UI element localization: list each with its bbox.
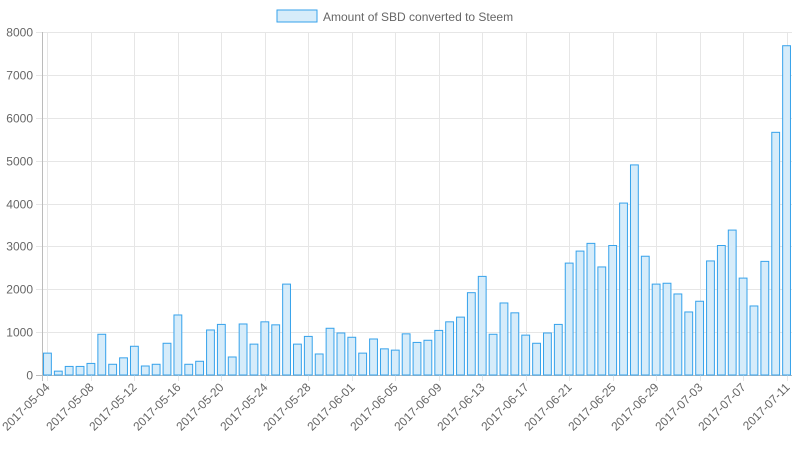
y-tick-label: 4000 bbox=[6, 198, 33, 212]
bar[interactable] bbox=[53, 370, 63, 376]
bar[interactable] bbox=[184, 363, 194, 376]
bar[interactable] bbox=[206, 329, 215, 376]
bar[interactable] bbox=[238, 323, 248, 376]
bar[interactable] bbox=[249, 343, 259, 376]
bar[interactable] bbox=[532, 342, 541, 376]
bar[interactable] bbox=[260, 321, 270, 376]
bar[interactable] bbox=[358, 352, 368, 376]
bar[interactable] bbox=[521, 334, 531, 376]
bar[interactable] bbox=[597, 266, 607, 376]
bar[interactable] bbox=[760, 260, 770, 376]
bar[interactable] bbox=[227, 356, 237, 376]
bar[interactable] bbox=[43, 352, 52, 376]
y-tick-label: 3000 bbox=[6, 240, 33, 254]
bar[interactable] bbox=[771, 131, 781, 376]
bar[interactable] bbox=[347, 336, 357, 376]
bar[interactable] bbox=[75, 365, 85, 376]
x-tick-label: 2017-07-11 bbox=[740, 380, 793, 433]
bar[interactable] bbox=[629, 164, 639, 376]
bar[interactable] bbox=[390, 349, 400, 376]
bars bbox=[43, 45, 791, 376]
bar[interactable] bbox=[727, 229, 737, 376]
bar[interactable] bbox=[271, 324, 281, 376]
bar[interactable] bbox=[640, 255, 650, 376]
bar[interactable] bbox=[738, 277, 748, 376]
bar[interactable] bbox=[325, 327, 335, 376]
bar[interactable] bbox=[586, 242, 596, 376]
bar[interactable] bbox=[553, 323, 563, 376]
bar[interactable] bbox=[499, 302, 509, 376]
bar[interactable] bbox=[651, 283, 661, 376]
bar[interactable] bbox=[151, 363, 161, 376]
bar[interactable] bbox=[684, 311, 694, 376]
bar[interactable] bbox=[619, 202, 628, 376]
bar[interactable] bbox=[782, 45, 791, 376]
y-tick-label: 2000 bbox=[6, 283, 33, 297]
bar[interactable] bbox=[173, 314, 183, 376]
bar[interactable] bbox=[477, 275, 487, 376]
bar[interactable] bbox=[314, 353, 324, 376]
bar[interactable] bbox=[575, 250, 585, 376]
bar[interactable] bbox=[119, 357, 128, 376]
y-axis: 0 1000 2000 3000 4000 5000 6000 7000 8000 bbox=[6, 26, 43, 383]
bar[interactable] bbox=[608, 245, 618, 376]
bar[interactable] bbox=[336, 332, 346, 376]
y-tick-label: 8000 bbox=[6, 26, 33, 40]
bar[interactable] bbox=[543, 332, 552, 376]
bar[interactable] bbox=[564, 262, 574, 376]
bar[interactable] bbox=[673, 293, 683, 376]
bar[interactable] bbox=[86, 362, 96, 376]
bar[interactable] bbox=[466, 292, 476, 376]
y-tick-label: 6000 bbox=[6, 112, 33, 126]
bar[interactable] bbox=[108, 363, 118, 376]
y-tick-label: 1000 bbox=[6, 326, 33, 340]
bar[interactable] bbox=[140, 365, 150, 376]
bar[interactable] bbox=[695, 300, 705, 376]
bar[interactable] bbox=[282, 283, 291, 376]
bar[interactable] bbox=[216, 323, 226, 376]
bar[interactable] bbox=[303, 335, 313, 376]
y-tick-label: 7000 bbox=[6, 69, 33, 83]
bar[interactable] bbox=[434, 329, 444, 376]
bar[interactable] bbox=[445, 321, 455, 376]
bar[interactable] bbox=[706, 260, 715, 376]
bar[interactable] bbox=[401, 333, 411, 376]
legend[interactable]: Amount of SBD converted to Steem bbox=[276, 9, 513, 24]
legend-swatch[interactable] bbox=[276, 9, 318, 23]
bar[interactable] bbox=[456, 316, 465, 376]
bar[interactable] bbox=[293, 343, 302, 376]
bar[interactable] bbox=[162, 342, 172, 376]
bar[interactable] bbox=[369, 338, 378, 376]
bar[interactable] bbox=[129, 345, 139, 376]
bar[interactable] bbox=[510, 312, 520, 376]
legend-label[interactable]: Amount of SBD converted to Steem bbox=[323, 10, 513, 24]
bar[interactable] bbox=[195, 360, 205, 376]
bar[interactable] bbox=[379, 348, 389, 376]
bar[interactable] bbox=[716, 245, 726, 376]
bar[interactable] bbox=[423, 339, 433, 376]
bar[interactable] bbox=[488, 333, 498, 376]
bar[interactable] bbox=[749, 305, 759, 376]
x-axis: 2017-05-042017-05-082017-05-122017-05-16… bbox=[0, 380, 793, 434]
bar[interactable] bbox=[412, 341, 422, 376]
bar[interactable] bbox=[64, 365, 74, 376]
y-tick-label: 0 bbox=[26, 369, 33, 383]
bar[interactable] bbox=[662, 282, 672, 376]
y-tick-label: 5000 bbox=[6, 155, 33, 169]
bar[interactable] bbox=[97, 333, 107, 376]
